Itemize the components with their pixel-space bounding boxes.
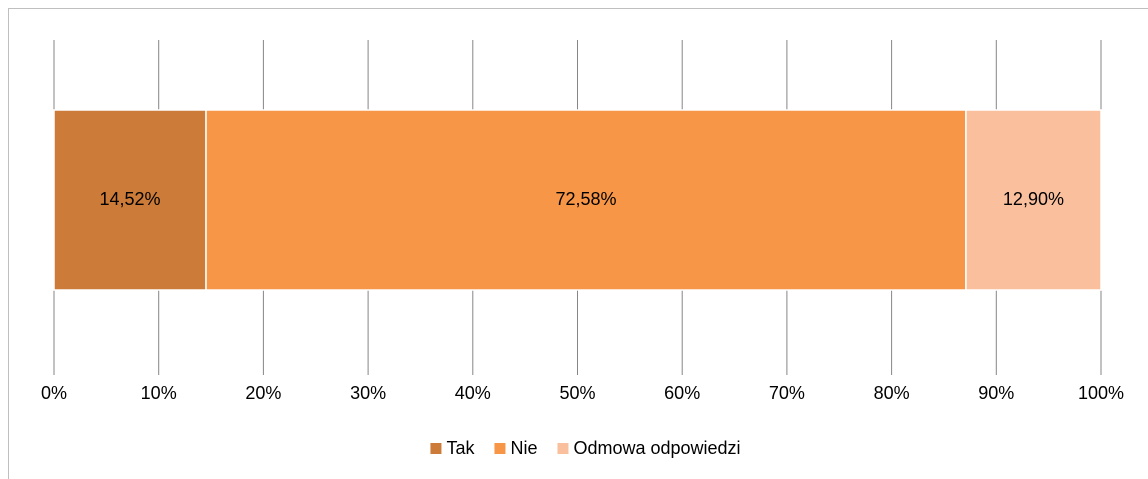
bar-segment: [965, 109, 1102, 291]
x-tick-label: 90%: [978, 383, 1014, 403]
legend-item: Odmowa odpowiedzi: [557, 438, 741, 458]
x-tick-label: 50%: [559, 383, 595, 403]
x-tick-label: 10%: [141, 383, 177, 403]
legend-item: Nie: [494, 438, 537, 458]
x-tick-label: 30%: [350, 383, 386, 403]
legend-label: Tak: [446, 438, 475, 458]
x-tick-label: 0%: [41, 383, 67, 403]
legend-item: Tak: [430, 438, 475, 458]
x-tick-label: 70%: [769, 383, 805, 403]
data-label: 12,90%: [1003, 189, 1064, 209]
x-tick-label: 100%: [1078, 383, 1124, 403]
data-label: 72,58%: [555, 189, 616, 209]
data-label: 14,52%: [99, 189, 160, 209]
x-tick-label: 20%: [245, 383, 281, 403]
chart-frame: [8, 8, 1148, 479]
x-tick-label: 80%: [874, 383, 910, 403]
bar-segment: [205, 109, 967, 291]
legend-swatch: [557, 443, 569, 454]
legend-swatch: [494, 443, 506, 454]
legend-label: Odmowa odpowiedzi: [573, 438, 740, 458]
legend-label: Nie: [510, 438, 537, 458]
x-tick-label: 60%: [664, 383, 700, 403]
legend-swatch: [430, 443, 442, 454]
x-tick-label: 40%: [455, 383, 491, 403]
bar-segment: [53, 109, 207, 291]
